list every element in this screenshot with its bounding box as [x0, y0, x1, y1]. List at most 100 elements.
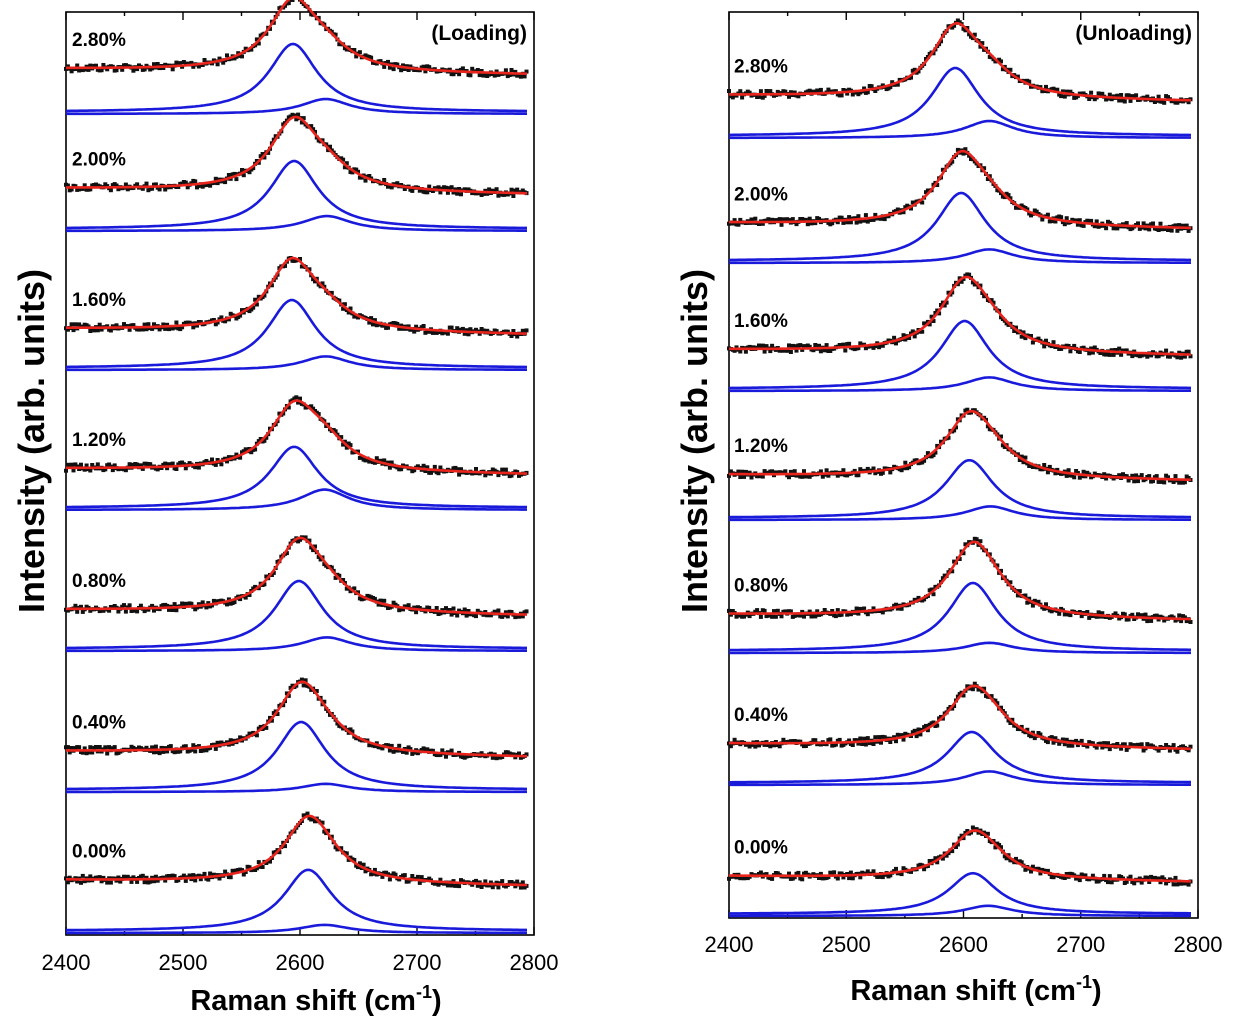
unloading-data-point	[931, 453, 936, 458]
loading-data-point	[69, 69, 74, 74]
loading-data-point	[470, 882, 475, 887]
loading-data-point	[294, 117, 299, 122]
loading-data-point	[305, 811, 310, 816]
loading-fit-curve	[66, 115, 527, 195]
unloading-data-point	[1008, 721, 1013, 725]
loading-data-point	[466, 332, 471, 337]
loading-data-point	[161, 322, 166, 327]
loading-data-point	[223, 456, 228, 461]
loading-data-point	[208, 745, 213, 750]
unloading-data-point	[933, 311, 938, 315]
loading-data-point	[256, 860, 261, 865]
unloading-data-point	[1059, 215, 1064, 220]
unloading-strain-label: 2.80%	[734, 57, 788, 78]
unloading-data-point	[894, 866, 898, 871]
unloading-data-point	[1077, 878, 1082, 883]
unloading-data-point	[811, 348, 816, 353]
loading-data-point	[496, 473, 501, 478]
loading-data-point	[344, 851, 349, 856]
unloading-data-point	[865, 612, 870, 617]
unloading-component-peak-1	[729, 871, 1191, 915]
loading-data-point	[260, 152, 265, 156]
unloading-data-point	[925, 451, 930, 456]
unloading-data-point	[1132, 479, 1137, 484]
unloading-data-point	[1023, 455, 1028, 460]
unloading-data-point	[1029, 869, 1033, 874]
unloading-data-point	[959, 279, 964, 284]
loading-data-point	[341, 157, 346, 162]
loading-data-point	[65, 183, 70, 188]
loading-data-point	[281, 703, 286, 708]
loading-data-point	[213, 176, 218, 181]
unloading-data-point	[1055, 467, 1060, 472]
unloading-data-point	[1085, 744, 1090, 749]
unloading-data-point	[738, 349, 743, 354]
unloading-data-point	[760, 221, 765, 226]
unloading-data-point	[1186, 100, 1191, 105]
unloading-data-point	[1064, 473, 1069, 478]
loading-data-point	[313, 544, 317, 549]
loading-data-point	[425, 465, 430, 470]
loading-data-point	[226, 317, 231, 322]
unloading-data-point	[991, 300, 996, 305]
loading-data-point	[515, 187, 520, 192]
unloading-data-point	[1171, 480, 1176, 484]
loading-data-point	[165, 466, 170, 471]
loading-data-point	[500, 755, 505, 759]
loading-fit-curve	[66, 536, 528, 616]
loading-data-point	[339, 435, 344, 440]
loading-data-point	[225, 602, 229, 607]
loading-data-point	[202, 871, 207, 876]
loading-data-point	[520, 328, 525, 333]
loading-data-point	[430, 189, 435, 193]
unloading-component-peak-1	[729, 581, 1191, 652]
loading-data-point	[264, 31, 269, 36]
loading-data-point	[172, 750, 177, 755]
loading-data-point	[505, 614, 510, 619]
loading-data-point	[455, 467, 460, 472]
unloading-data-point	[894, 602, 898, 607]
unloading-data-point	[1025, 727, 1030, 732]
unloading-data-point	[847, 341, 852, 346]
unloading-data-point	[818, 871, 823, 876]
loading-data-point	[191, 873, 196, 878]
unloading-data-point	[997, 843, 1002, 847]
unloading-data-point	[1072, 475, 1077, 480]
unloading-data-point	[950, 159, 955, 164]
loading-data-point	[243, 595, 248, 600]
unloading-data-point	[1021, 330, 1026, 335]
loading-data-point	[152, 750, 156, 755]
unloading-data-point	[841, 220, 846, 225]
loading-data-point	[131, 323, 136, 328]
unloading-data-point	[950, 849, 955, 854]
unloading-data-point	[824, 468, 829, 473]
unloading-x-tick-label: 2700	[1056, 932, 1105, 957]
unloading-component-peak-1	[729, 191, 1191, 262]
unloading-data-point	[879, 740, 883, 745]
unloading-data-point	[873, 212, 878, 217]
loading-data-point	[150, 326, 155, 331]
unloading-data-point	[1017, 458, 1022, 462]
unloading-data-point	[1036, 599, 1041, 604]
loading-data-point	[174, 467, 179, 471]
unloading-data-point	[826, 473, 831, 478]
unloading-data-point	[1098, 741, 1103, 746]
loading-data-point	[427, 184, 432, 189]
loading-data-point	[256, 41, 261, 46]
unloading-data-point	[965, 829, 970, 833]
loading-data-point	[211, 318, 216, 322]
loading-data-point	[228, 875, 233, 880]
unloading-data-point	[1181, 223, 1185, 228]
unloading-data-point	[886, 214, 891, 219]
unloading-data-point	[847, 876, 852, 881]
unloading-data-point	[935, 308, 940, 313]
unloading-data-point	[762, 608, 767, 613]
loading-data-point	[122, 603, 126, 608]
unloading-data-point	[792, 90, 797, 95]
unloading-data-point	[1117, 473, 1122, 478]
unloading-data-point	[837, 737, 842, 742]
unloading-data-point	[1032, 736, 1037, 741]
unloading-data-point	[1145, 94, 1150, 99]
loading-data-point	[432, 464, 437, 469]
unloading-data-point	[1182, 354, 1187, 359]
